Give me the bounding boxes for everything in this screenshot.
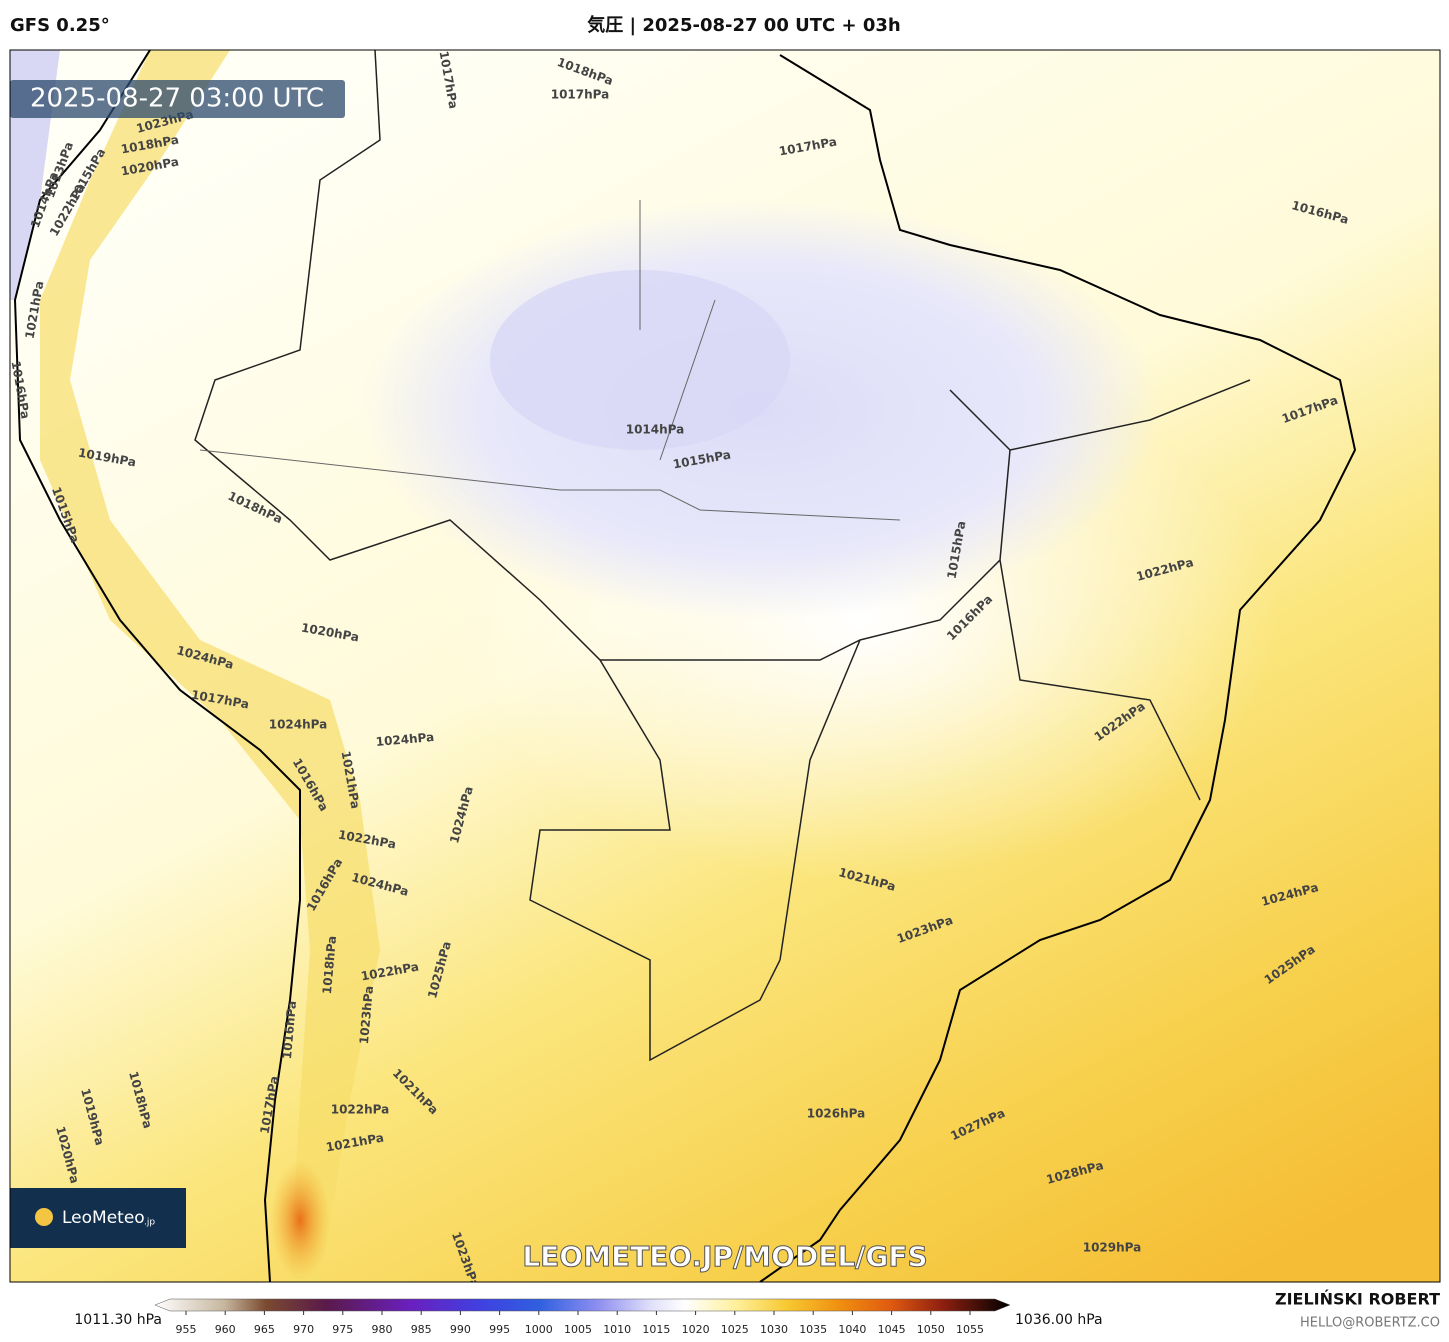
logo-name: LeoMeteo <box>62 1208 145 1228</box>
west-coastline <box>13 50 301 1282</box>
colorbar-tick-label: 955 <box>176 1323 197 1336</box>
contour-label: 1018hPa <box>320 935 339 995</box>
model-name: GFS 0.25° <box>10 15 110 36</box>
borders <box>194 50 1251 1062</box>
andes-band <box>40 50 380 1282</box>
colorbar-tick-label: 980 <box>372 1323 393 1336</box>
colorbar <box>154 1298 1011 1312</box>
contour-label: 1016hPa <box>280 1000 299 1060</box>
contour-label: 1023hPa <box>357 985 376 1045</box>
colorbar-tick-label: 1040 <box>838 1323 866 1336</box>
timestamp-box <box>10 80 345 118</box>
colorbar-max: 1036.00 hPa <box>1015 1312 1103 1328</box>
map-title: 気圧 | 2025-08-27 00 UTC + 03h <box>587 14 900 36</box>
colorbar-ticks: 955 960 965 970 975 980 985 990 995 1000 1005 1010 1… <box>176 1311 984 1336</box>
andes-high <box>270 1160 330 1280</box>
map-frame <box>9 49 1441 1283</box>
colorbar-tick-label: 990 <box>450 1323 471 1336</box>
colorbar-tick-label: 960 <box>215 1323 236 1336</box>
email: HELLO@ROBERTZ.CO <box>1300 1316 1440 1331</box>
colorbar-tick-label: 985 <box>411 1323 432 1336</box>
contour-label: 1029hPa <box>1083 1241 1142 1255</box>
contour-label: 1024hPa <box>375 730 435 749</box>
state-borders <box>199 200 901 521</box>
colorbar-tick-label: 1015 <box>642 1323 670 1336</box>
logo-sun <box>35 1208 53 1226</box>
contour-label: 1026hPa <box>807 1107 866 1121</box>
author: ZIELIŃSKI ROBERT <box>1275 1290 1440 1309</box>
colorbar-tick-label: 1025 <box>721 1323 749 1336</box>
colorbar-tick-label: 970 <box>293 1323 314 1336</box>
timestamp: 2025-08-27 03:00 UTC <box>30 84 324 114</box>
logo-suffix: .jp <box>144 1218 155 1228</box>
colorbar-min: 1011.30 hPa <box>74 1312 162 1328</box>
east-coastline <box>759 54 1357 1282</box>
colorbar-tick-label: 1020 <box>682 1323 710 1336</box>
low-core <box>490 270 790 450</box>
colorbar-tick-label: 1035 <box>799 1323 827 1336</box>
colorbar-tick-label: 1045 <box>878 1323 906 1336</box>
colorbar-tick-label: 975 <box>332 1323 353 1336</box>
contour-label: 1014hPa <box>626 423 685 437</box>
contour-label: 1024hPa <box>269 718 328 732</box>
colorbar-tick-label: 1010 <box>603 1323 631 1336</box>
map: 1018hPa1017hPa1017hPa1017hPa1016hPa1014h… <box>10 50 1440 1282</box>
colorbar-tick-label: 1005 <box>564 1323 592 1336</box>
watermark: LEOMETEO.JP/MODEL/GFS <box>522 1240 927 1273</box>
colorbar-tick-label: 995 <box>489 1323 510 1336</box>
colorbar-tick-label: 1055 <box>956 1323 984 1336</box>
contour-label: 1017hPa <box>551 88 610 102</box>
colorbar-tick-label: 1000 <box>525 1323 553 1336</box>
contour-label: 1022hPa <box>331 1103 390 1117</box>
colorbar-tick-label: 965 <box>254 1323 275 1336</box>
colorbar-tick-label: 1050 <box>917 1323 945 1336</box>
colorbar-tick-label: 1030 <box>760 1323 788 1336</box>
